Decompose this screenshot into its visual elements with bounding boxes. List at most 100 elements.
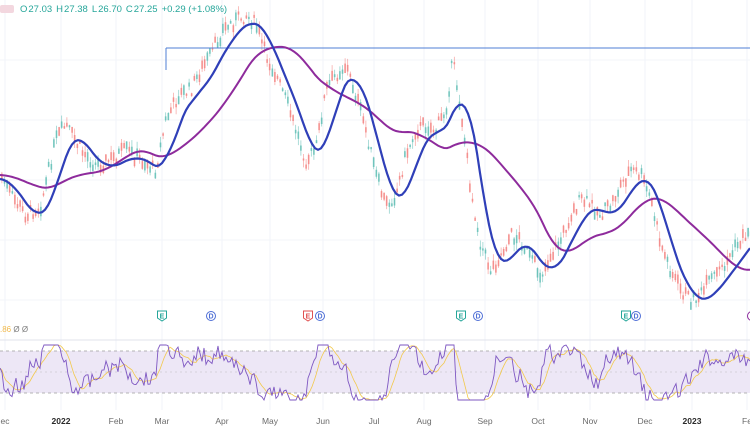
- candle-body: [568, 223, 570, 228]
- candle-body: [433, 130, 435, 133]
- candle-body: [615, 196, 617, 201]
- candle-body: [108, 160, 110, 162]
- x-axis-label: Feb: [109, 416, 124, 426]
- candle-body: [677, 275, 679, 284]
- x-axis-label: 2023: [683, 416, 702, 426]
- moving-average-slow: [0, 47, 750, 270]
- candle-body: [347, 65, 349, 72]
- candle-body: [685, 287, 687, 293]
- candle-body: [170, 107, 172, 113]
- x-axis-label: Apr: [215, 416, 228, 426]
- candle-body: [687, 291, 689, 294]
- candle-body: [448, 91, 450, 96]
- candle-body: [160, 143, 162, 148]
- candle-body: [378, 174, 380, 182]
- candle-body: [648, 192, 650, 195]
- candle-body: [287, 97, 289, 104]
- event-marker-label: E: [160, 314, 165, 321]
- candle-body: [492, 261, 494, 269]
- candle-body: [165, 116, 167, 120]
- candle-body: [225, 22, 227, 30]
- candle-body: [61, 121, 63, 127]
- candle-body: [209, 48, 211, 54]
- candle-body: [690, 302, 692, 310]
- candle-body: [607, 200, 609, 206]
- candle-body: [490, 271, 492, 274]
- candle-body: [500, 253, 502, 255]
- candle-body: [550, 254, 552, 262]
- candle-body: [386, 196, 388, 206]
- candle-body: [71, 127, 73, 133]
- candle-body: [113, 152, 115, 161]
- candle-body: [656, 221, 658, 224]
- candle-body: [547, 260, 549, 269]
- candle-body: [245, 15, 247, 18]
- candle-body: [232, 25, 234, 32]
- candle-body: [357, 94, 359, 103]
- candle-body: [110, 152, 112, 160]
- candle-body: [586, 196, 588, 198]
- close-key: C: [126, 4, 133, 15]
- candle-body: [24, 217, 26, 223]
- candle-body: [622, 180, 624, 182]
- candle-body: [37, 209, 39, 212]
- candle-body: [362, 116, 364, 123]
- candle-body: [334, 74, 336, 77]
- candle-body: [167, 113, 169, 120]
- candle-body: [394, 198, 396, 205]
- candle-body: [318, 123, 320, 130]
- candle-body: [498, 260, 500, 266]
- candle-body: [58, 127, 60, 136]
- candle-body: [178, 96, 180, 104]
- candle-body: [641, 168, 643, 174]
- candle-body: [654, 216, 656, 221]
- candle-body: [329, 80, 331, 85]
- candle-body: [375, 170, 377, 177]
- candle-body: [266, 59, 268, 63]
- candle-body: [552, 252, 554, 260]
- candle-body: [440, 113, 442, 121]
- candle-body: [661, 246, 663, 251]
- candle-body: [295, 130, 297, 134]
- candle-body: [373, 157, 375, 167]
- candle-body: [503, 249, 505, 256]
- candle-body: [409, 145, 411, 147]
- candle-body: [708, 276, 710, 280]
- candle-body: [56, 130, 58, 138]
- candle-body: [48, 162, 50, 167]
- candle-body: [422, 117, 424, 125]
- candle-body: [732, 250, 734, 257]
- candle-body: [342, 70, 344, 74]
- candle-body: [95, 162, 97, 165]
- candle-body: [682, 295, 684, 299]
- candle-body: [539, 273, 541, 283]
- event-marker-label: E: [459, 314, 464, 321]
- low-value: 26.70: [98, 4, 122, 15]
- candle-body: [321, 118, 323, 124]
- candle-body: [217, 42, 219, 47]
- symbol-swatch[interactable]: [0, 5, 14, 13]
- candle-body: [19, 200, 21, 206]
- candle-body: [487, 262, 489, 269]
- candle-body: [469, 183, 471, 191]
- candle-body: [368, 147, 370, 149]
- open-value: 27.03: [28, 4, 52, 15]
- candle-body: [565, 230, 567, 233]
- low-key: L: [92, 4, 97, 15]
- candle-body: [9, 185, 11, 192]
- candle-body: [479, 247, 481, 250]
- candle-body: [227, 25, 229, 30]
- candle-body: [126, 141, 128, 149]
- candle-body: [22, 206, 24, 211]
- candle-body: [149, 166, 151, 172]
- candle-body: [745, 238, 747, 241]
- candle-body: [277, 76, 279, 79]
- candle-body: [573, 203, 575, 212]
- candle-body: [17, 204, 19, 208]
- candle-body: [643, 175, 645, 183]
- candle-body: [711, 273, 713, 279]
- candle-body: [82, 150, 84, 156]
